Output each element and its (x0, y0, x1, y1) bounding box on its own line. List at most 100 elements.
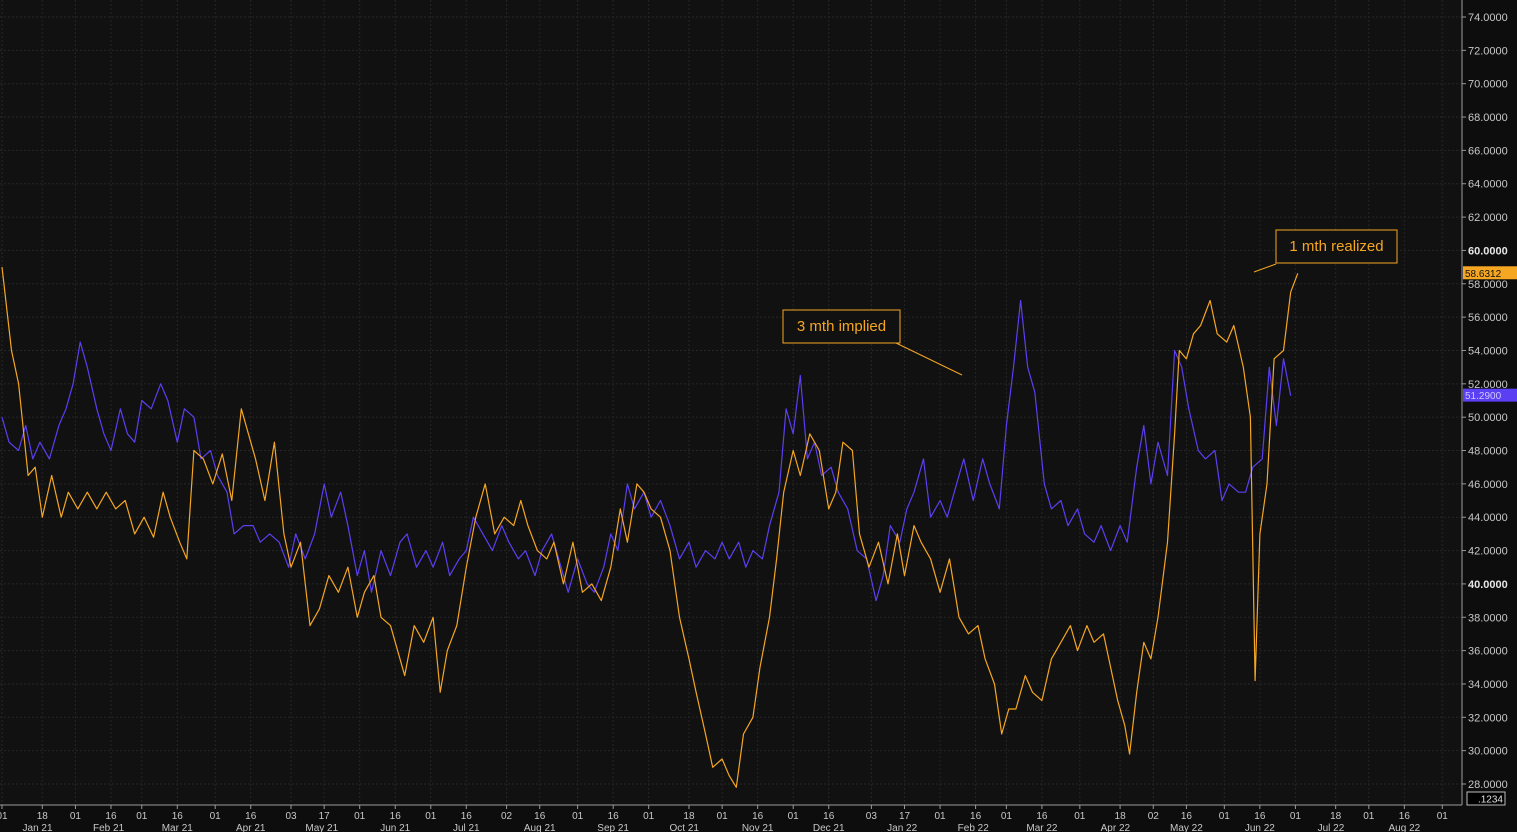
last-value-tag (1463, 388, 1517, 402)
x-month-label: Nov 21 (742, 823, 774, 832)
x-month-label: Jan 21 (23, 823, 53, 832)
x-month-label: Mar 22 (1026, 823, 1058, 832)
y-tick-label: 40.0000 (1468, 579, 1508, 591)
x-tick-label: 01 (70, 811, 82, 822)
x-month-label: Jan 22 (887, 823, 917, 832)
last-value-label: 51.2900 (1465, 391, 1502, 402)
x-tick-label: 18 (1115, 811, 1127, 822)
last-value-label: 58.6312 (1465, 269, 1502, 280)
y-tick-label: 46.0000 (1468, 479, 1508, 491)
x-tick-label: 16 (608, 811, 620, 822)
y-tick-label: 50.0000 (1468, 412, 1508, 424)
y-tick-label: 54.0000 (1468, 345, 1508, 357)
x-month-label: Jun 22 (1245, 823, 1275, 832)
x-month-label: Feb 22 (958, 823, 990, 832)
y-tick-label: 60.0000 (1468, 245, 1508, 257)
x-tick-label: 01 (788, 811, 800, 822)
x-tick-label: 03 (866, 811, 878, 822)
y-tick-label: 72.0000 (1468, 45, 1508, 57)
y-tick-label: 42.0000 (1468, 546, 1508, 558)
x-month-label: Apr 22 (1101, 823, 1131, 832)
y-tick-label: 74.0000 (1468, 12, 1508, 24)
x-month-label: Jun 21 (380, 823, 410, 832)
x-tick-label: 16 (461, 811, 473, 822)
y-tick-label: 44.0000 (1468, 512, 1508, 524)
x-tick-label: 01 (210, 811, 222, 822)
x-tick-label: 18 (683, 811, 695, 822)
y-tick-label: 34.0000 (1468, 679, 1508, 691)
x-tick-label: 16 (390, 811, 402, 822)
x-tick-label: 18 (1330, 811, 1342, 822)
x-tick-label: 16 (1036, 811, 1048, 822)
x-axis: 01 18 01 16 01 16 01 16 03 17 01 16 01 16 02 16 01 16 01 18… (0, 804, 1462, 832)
corner-label: .1234 (1466, 791, 1506, 806)
y-tick-label: 52.0000 (1468, 379, 1508, 391)
series-line-1-mth-realized (1, 267, 1299, 788)
y-tick-label: 68.0000 (1468, 112, 1508, 124)
x-month-label: Aug 21 (524, 823, 556, 832)
x-tick-label: 16 (1181, 811, 1193, 822)
x-month-label: May 22 (1170, 823, 1203, 832)
y-tick-label: 38.0000 (1468, 612, 1508, 624)
y-tick-label: 64.0000 (1468, 179, 1508, 191)
x-tick-label: 01 (354, 811, 366, 822)
x-tick-label: 17 (899, 811, 911, 822)
x-tick-label: 01 (425, 811, 437, 822)
x-tick-label: 16 (172, 811, 184, 822)
x-tick-label: 01 (1219, 811, 1231, 822)
x-month-label: Apr 21 (236, 823, 266, 832)
x-tick-label: 16 (823, 811, 835, 822)
last-value-tag (1463, 266, 1517, 280)
y-tick-label: 62.0000 (1468, 212, 1508, 224)
x-month-label: Oct 21 (669, 823, 699, 832)
corner-label-text: .1234 (1478, 795, 1503, 806)
series-line-3-mth-implied (1, 299, 1292, 602)
x-tick-label: 01 (1001, 811, 1013, 822)
x-tick-label: 01 (572, 811, 584, 822)
x-tick-label: 01 (0, 811, 8, 822)
x-tick-label: 01 (1363, 811, 1375, 822)
y-tick-label: 70.0000 (1468, 79, 1508, 91)
x-tick-label: 02 (501, 811, 513, 822)
y-tick-label: 28.0000 (1468, 779, 1508, 791)
x-tick-label: 18 (37, 811, 49, 822)
annotation-leader-line (895, 342, 963, 376)
x-month-label: Mar 21 (162, 823, 194, 832)
annotation-box (1275, 229, 1398, 264)
x-tick-label: 16 (752, 811, 764, 822)
x-tick-label: 01 (643, 811, 655, 822)
x-tick-label: 16 (970, 811, 982, 822)
y-tick-label: 30.0000 (1468, 746, 1508, 758)
last-value-tags: 58.6312 51.2900 (1463, 266, 1517, 402)
x-month-label: Dec 21 (813, 823, 845, 832)
y-tick-label: 58.0000 (1468, 279, 1508, 291)
x-tick-label: 02 (1148, 811, 1160, 822)
y-tick-label: 36.0000 (1468, 646, 1508, 658)
x-month-label: Sep 21 (597, 823, 629, 832)
x-tick-label: 03 (285, 811, 297, 822)
annotation-leader-line (1253, 263, 1277, 273)
series-layer (1, 267, 1299, 788)
x-month-label: May 21 (305, 823, 338, 832)
x-tick-label: 01 (1437, 811, 1449, 822)
y-axis: 28.0000 30.0000 32.0000 34.0000 36.0000 38.00… (1461, 0, 1508, 805)
x-month-label: Feb 21 (93, 823, 125, 832)
x-tick-label: 16 (245, 811, 257, 822)
x-tick-label: 16 (105, 811, 117, 822)
x-tick-label: 16 (1254, 811, 1266, 822)
x-tick-label: 16 (534, 811, 546, 822)
x-tick-label: 01 (1290, 811, 1302, 822)
annotation-label: 3 mth implied (797, 318, 886, 335)
x-tick-label: 01 (1074, 811, 1086, 822)
x-month-label: Jul 21 (453, 823, 480, 832)
y-tick-label: 32.0000 (1468, 712, 1508, 724)
x-tick-label: 17 (319, 811, 331, 822)
plot-background (0, 0, 1462, 805)
annotations: 3 mth implied 1 mth realized (782, 229, 1398, 376)
x-tick-label: 16 (1399, 811, 1411, 822)
y-tick-label: 56.0000 (1468, 312, 1508, 324)
y-tick-label: 66.0000 (1468, 145, 1508, 157)
x-month-label: Jul 22 (1318, 823, 1345, 832)
x-tick-label: 01 (136, 811, 148, 822)
x-tick-label: 01 (935, 811, 947, 822)
